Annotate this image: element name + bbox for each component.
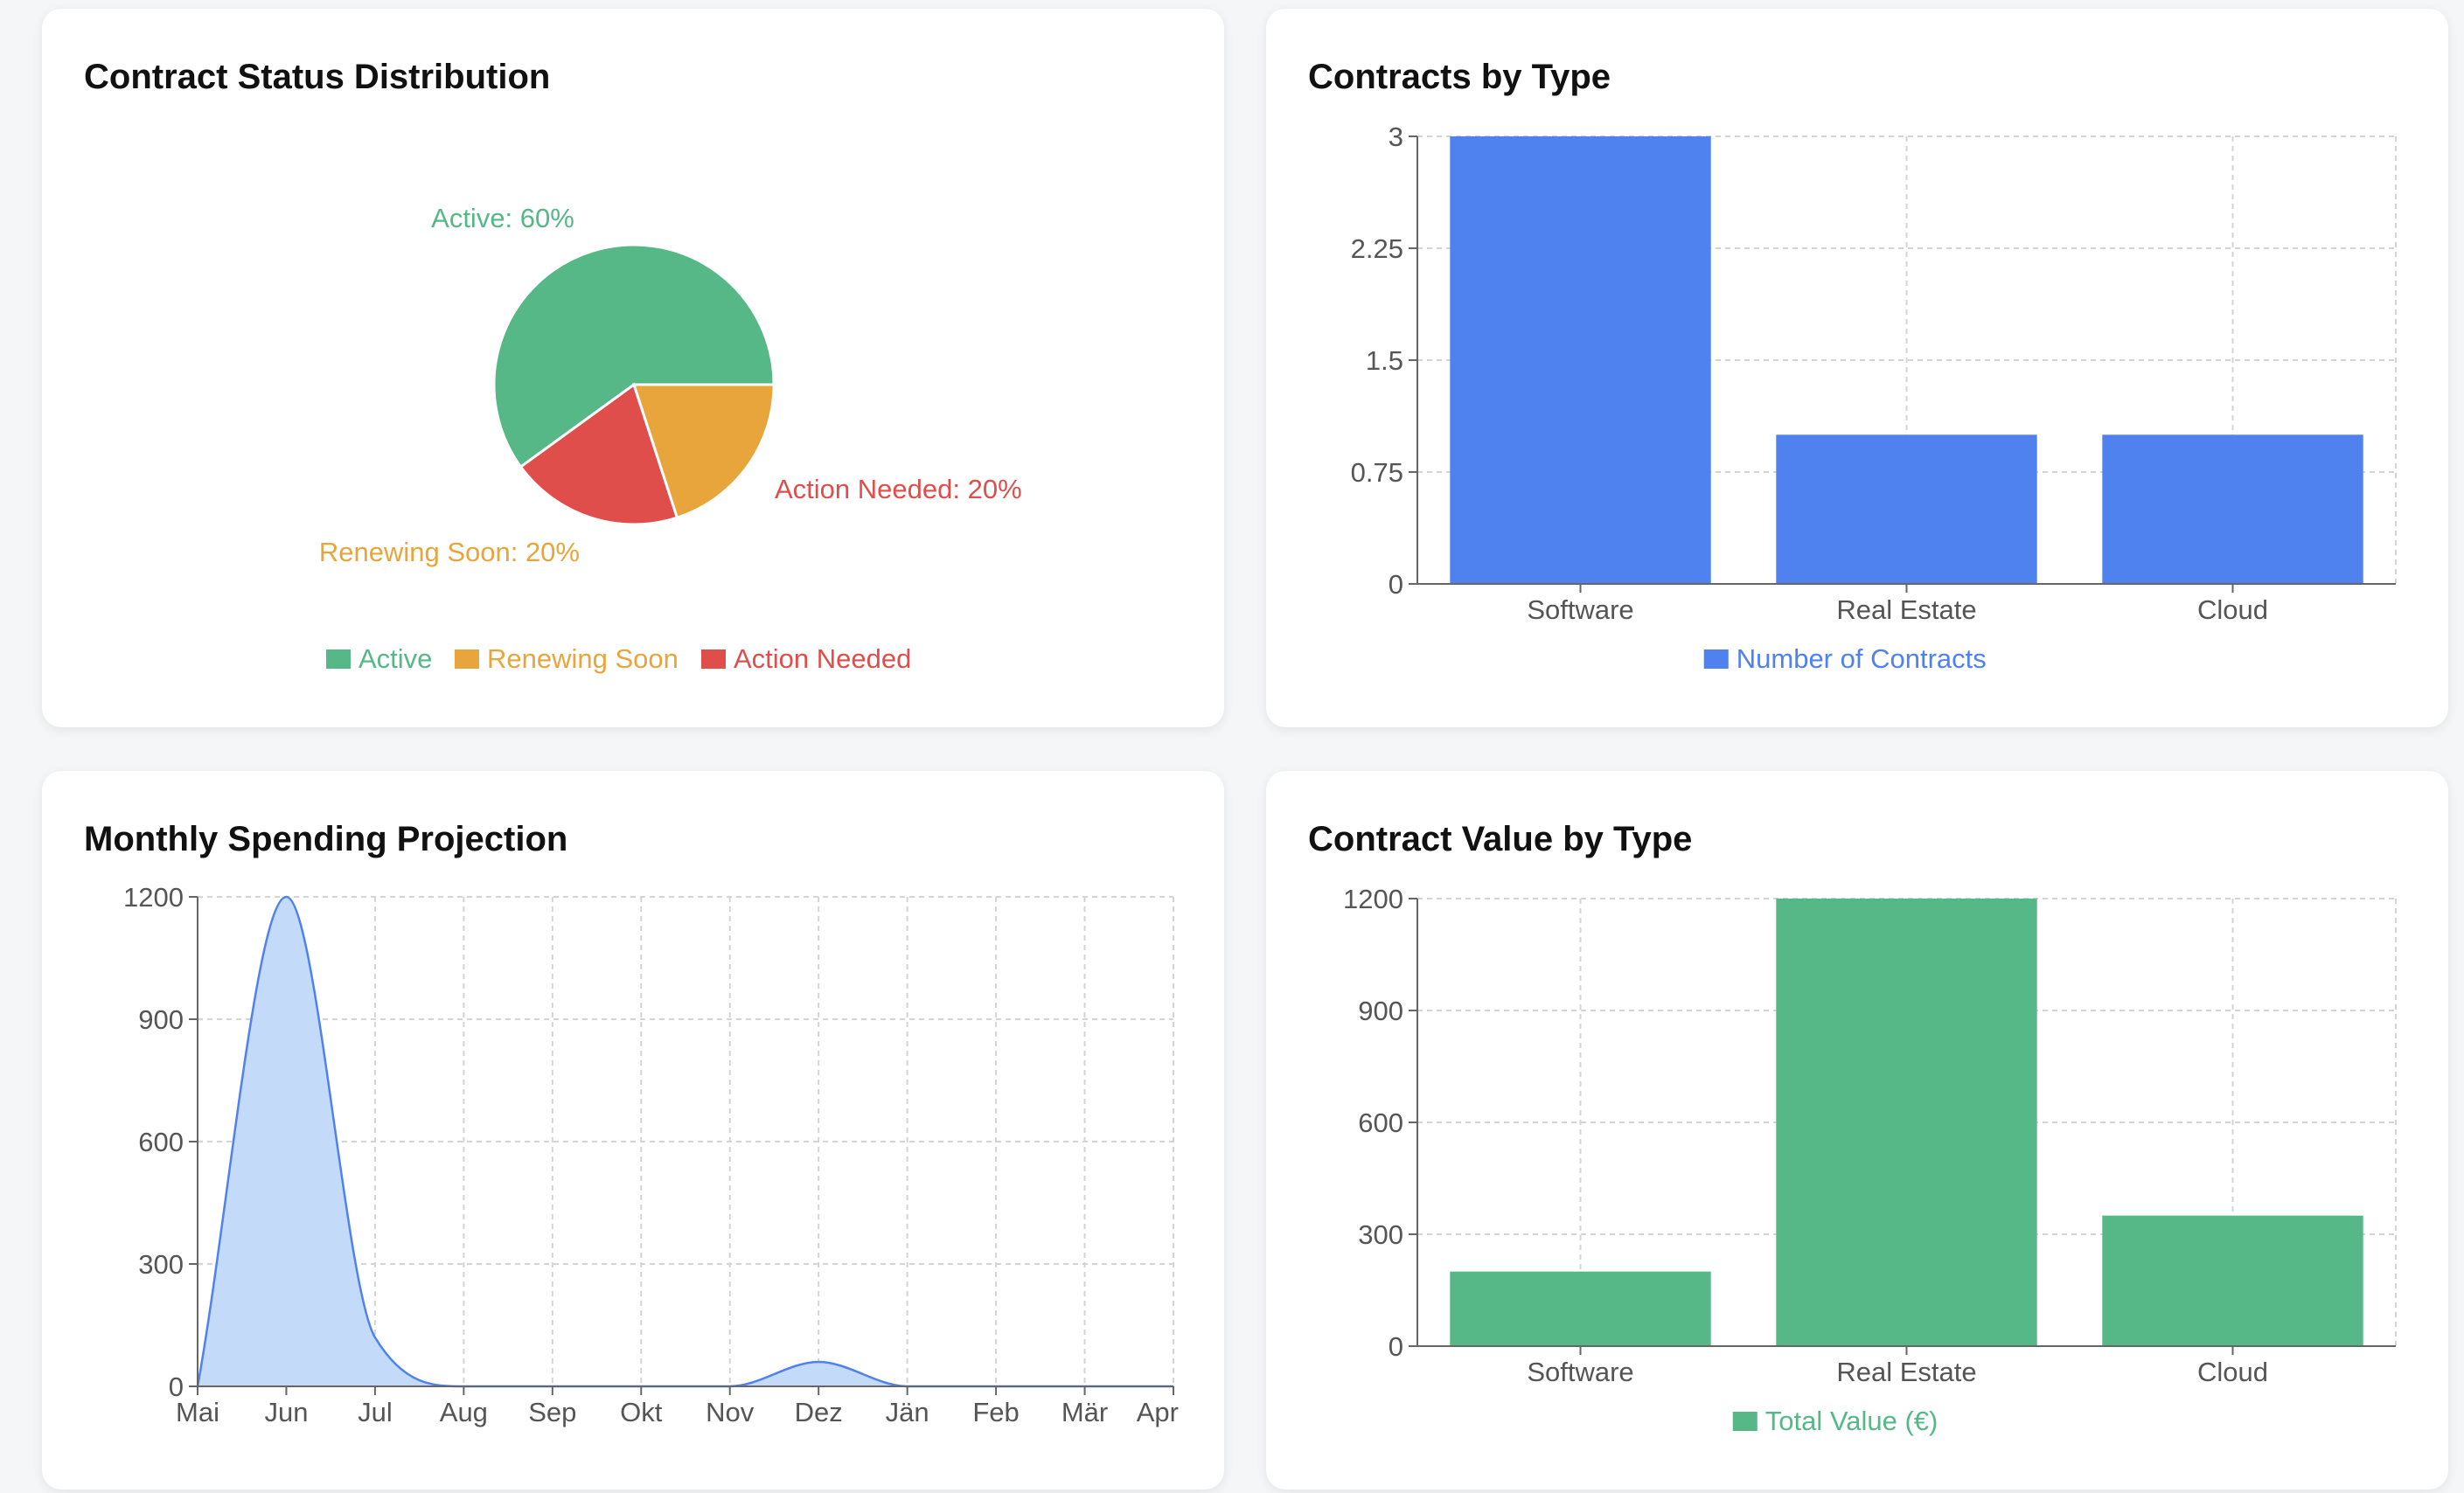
x-tick-label: Nov xyxy=(706,1397,755,1427)
y-tick-label: 1200 xyxy=(123,882,184,913)
y-tick-label: 900 xyxy=(1358,996,1403,1026)
y-tick-label: 2.25 xyxy=(1351,233,1403,264)
monthly-spending-card: Monthly Spending Projection 0 300 600 900 12… xyxy=(42,771,1224,1490)
x-tick-label: Real Estate xyxy=(1836,594,1976,625)
contracts-by-type-card: Contracts by Type 0 0.75 1.5 2.25 3 Software R… xyxy=(1266,9,2448,727)
pie-label-action-needed: Action Needed: 20% xyxy=(775,474,1022,504)
value-legend-label: Total Value (€) xyxy=(1765,1406,1938,1436)
contracts-bar-cloud xyxy=(2102,434,2363,584)
y-tick-label: 300 xyxy=(138,1249,184,1280)
pie-slice-renewing-soon xyxy=(631,383,776,520)
monthly-spending-area-chart: 0 300 600 900 1200 Mai Jun Jul Aug Sep Okt Nov Dez Jä… xyxy=(123,882,1179,1427)
legend-swatch-action-needed xyxy=(701,649,726,669)
legend-swatch-active xyxy=(326,649,351,669)
y-tick-label: 900 xyxy=(138,1004,184,1035)
contract-status-card: Contract Status Distribution Active: 60%… xyxy=(42,9,1224,727)
x-tick-label: Real Estate xyxy=(1836,1357,1976,1387)
contracts-legend-label: Number of Contracts xyxy=(1737,643,1987,674)
card-title-types: Contracts by Type xyxy=(1308,58,1611,96)
y-tick-label: 600 xyxy=(138,1127,184,1157)
value-bar-software xyxy=(1450,1271,1711,1346)
x-tick-label: Okt xyxy=(620,1397,663,1427)
x-tick-label: Software xyxy=(1527,594,1633,625)
x-tick-label: Mai xyxy=(176,1397,219,1427)
x-tick-label: Dez xyxy=(795,1397,843,1427)
pie-label-renewing-soon: Renewing Soon: 20% xyxy=(319,537,580,567)
y-tick-label: 1.5 xyxy=(1366,345,1403,376)
y-tick-label: 0.75 xyxy=(1351,457,1403,488)
contracts-by-type-bar-chart: 0 0.75 1.5 2.25 3 Software Real Estate Cloud Num… xyxy=(1351,122,2397,674)
y-tick-label: 1200 xyxy=(1343,884,1403,914)
card-title-value: Contract Value by Type xyxy=(1308,820,1693,858)
pie-slice-active xyxy=(492,243,776,469)
y-tick-label: 0 xyxy=(1389,569,1403,600)
legend-label-active: Active xyxy=(358,643,432,674)
contract-value-card: Contract Value by Type 0 300 600 900 1200 Sof… xyxy=(1266,771,2448,1490)
pie-slice-action-needed xyxy=(519,382,679,526)
x-tick-label: Feb xyxy=(972,1397,1019,1427)
contracts-bar-real-estate xyxy=(1776,434,2037,584)
x-tick-label: Jul xyxy=(358,1397,393,1427)
spending-area-fill xyxy=(198,897,1173,1386)
value-bar-real-estate xyxy=(1776,899,2037,1346)
legend-swatch-renewing-soon xyxy=(455,649,479,669)
pie-label-active: Active: 60% xyxy=(431,203,574,233)
value-legend-swatch xyxy=(1732,1412,1758,1431)
status-pie-chart: Active: 60% Action Needed: 20% Renewing So… xyxy=(319,203,1022,674)
value-bar-cloud xyxy=(2102,1215,2363,1346)
legend-label-renewing-soon: Renewing Soon xyxy=(487,643,679,674)
x-tick-label: Apr xyxy=(1137,1397,1179,1427)
card-title-status: Contract Status Distribution xyxy=(84,58,551,96)
contracts-legend-swatch xyxy=(1703,649,1729,669)
y-tick-label: 0 xyxy=(1389,1331,1403,1362)
contract-value-bar-chart: 0 300 600 900 1200 Software Real Estate Cloud To… xyxy=(1343,884,2397,1436)
x-tick-label: Sep xyxy=(528,1397,576,1427)
y-tick-label: 0 xyxy=(169,1371,184,1402)
y-tick-label: 3 xyxy=(1389,122,1403,152)
legend-label-action-needed: Action Needed xyxy=(734,643,911,674)
card-title-spending: Monthly Spending Projection xyxy=(84,820,568,858)
x-tick-label: Software xyxy=(1527,1357,1633,1387)
contracts-bar-software xyxy=(1450,136,1711,584)
x-tick-label: Jän xyxy=(886,1397,929,1427)
y-tick-label: 600 xyxy=(1358,1108,1403,1138)
x-tick-label: Aug xyxy=(440,1397,488,1427)
y-tick-label: 300 xyxy=(1358,1219,1403,1250)
x-tick-label: Cloud xyxy=(2197,594,2268,625)
x-tick-label: Cloud xyxy=(2197,1357,2268,1387)
x-tick-label: Jun xyxy=(264,1397,308,1427)
x-tick-label: Mär xyxy=(1061,1397,1108,1427)
